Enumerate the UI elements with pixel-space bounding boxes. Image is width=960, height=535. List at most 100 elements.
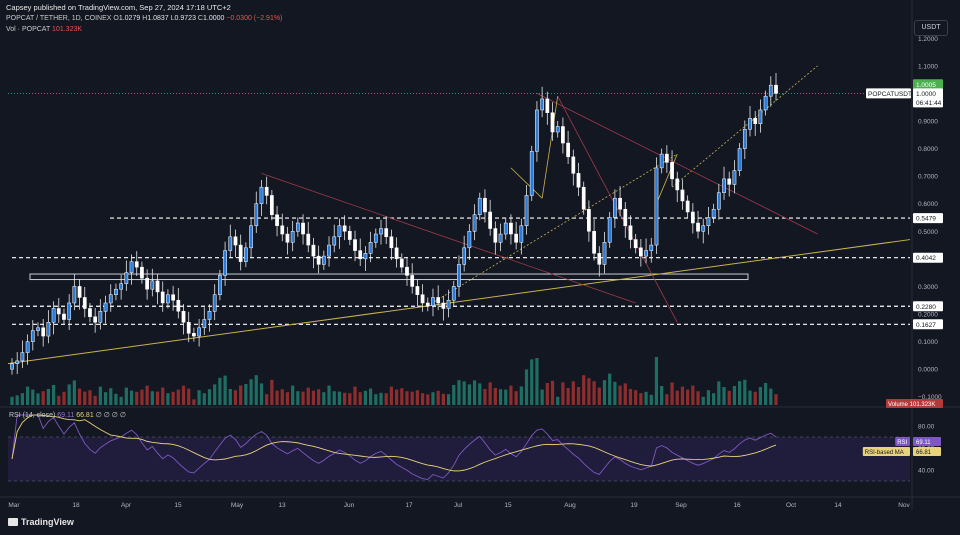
- volume-bar: [550, 380, 555, 405]
- candle-up: [223, 250, 227, 276]
- volume-bar: [197, 390, 201, 405]
- volume-legend[interactable]: Vol · POPCAT 101.323K: [6, 26, 82, 33]
- candle-up: [321, 255, 326, 265]
- volume-bar: [192, 399, 196, 405]
- candle-down: [347, 231, 352, 240]
- long-term-support-trendline: [7, 239, 911, 365]
- candle-down: [389, 236, 394, 249]
- candle-down: [639, 247, 643, 257]
- ohlc-close: 1.0000: [202, 15, 225, 22]
- rsi-label-name: RSI-based MA: [865, 450, 904, 456]
- candle-up: [166, 294, 170, 304]
- volume-bar: [150, 391, 154, 405]
- rsi-legend-label: RSI (14, close): [9, 412, 56, 419]
- candle-up: [451, 286, 456, 301]
- volume-bar: [602, 380, 607, 405]
- candle-up: [716, 192, 721, 210]
- volume-bar: [519, 386, 523, 405]
- tradingview-brand-text: TradingView: [21, 517, 74, 527]
- volume-bar: [25, 386, 30, 405]
- rsi-tick: 40.00: [918, 468, 935, 475]
- symbol-ohlc-line: POPCAT / TETHER, 1D, COINEX O1.0279 H1.0…: [6, 15, 282, 22]
- symbol-title[interactable]: POPCAT / TETHER, 1D, COINEX: [6, 15, 112, 22]
- volume-bar: [628, 389, 633, 405]
- level-price-label: 0.5479: [916, 216, 936, 223]
- candle-down: [727, 178, 732, 185]
- candle-up: [249, 225, 253, 249]
- candle-up: [368, 242, 373, 254]
- volume-bar: [530, 359, 534, 405]
- candle-up: [644, 250, 648, 257]
- candle-down: [384, 228, 389, 238]
- candle-down: [587, 208, 591, 232]
- resistance-trendline: [261, 173, 636, 304]
- candle-down: [77, 286, 82, 298]
- volume-bar: [337, 391, 342, 405]
- candle-down: [623, 208, 628, 227]
- candle-down: [358, 250, 363, 260]
- candle-down: [301, 222, 305, 235]
- candle-up: [259, 186, 264, 204]
- candle-down: [285, 233, 290, 243]
- tradingview-logo-icon: [8, 518, 18, 526]
- candle-up: [207, 311, 212, 320]
- volume-bar: [233, 390, 238, 405]
- candle-down: [311, 244, 316, 257]
- volume-bar: [363, 390, 368, 405]
- volume-bar: [457, 380, 461, 405]
- volume-bar: [649, 394, 653, 405]
- rsi-legend-extra: ∅ ∅ ∅ ∅: [95, 412, 126, 419]
- candle-down: [93, 316, 98, 323]
- volume-axis-label: Volume 101.323K: [888, 402, 935, 408]
- price-tick: 0.5000: [918, 229, 938, 236]
- candle-up: [701, 225, 706, 232]
- tradingview-brand[interactable]: TradingView: [8, 517, 74, 527]
- candle-down: [181, 311, 186, 323]
- volume-bar: [483, 389, 487, 405]
- candle-down: [353, 239, 357, 251]
- rsi-label-value: 69.11: [916, 440, 931, 446]
- candle-down: [316, 255, 321, 265]
- volume-bar: [77, 388, 82, 405]
- volume-bar: [187, 388, 191, 405]
- price-tick: 0.2000: [918, 312, 938, 319]
- countdown-label-bg: [913, 97, 943, 108]
- ohlc-low-label: L: [170, 15, 175, 22]
- time-tick: 15: [174, 502, 182, 509]
- currency-button[interactable]: USDT: [914, 20, 948, 36]
- candle-up: [529, 151, 534, 196]
- volume-bar: [415, 390, 419, 405]
- time-tick: May: [231, 502, 244, 509]
- candle-up: [768, 84, 773, 97]
- volume-bar: [171, 391, 175, 405]
- time-tick: Mar: [8, 502, 20, 509]
- candle-up: [129, 261, 134, 273]
- volume-bar: [161, 387, 165, 405]
- candle-down: [280, 225, 285, 235]
- volume-bar: [57, 395, 61, 405]
- volume-bar: [556, 396, 560, 405]
- rsi-ma-legend-value: 66.81: [76, 412, 94, 419]
- time-tick: 18: [72, 502, 80, 509]
- volume-bar: [41, 391, 45, 405]
- volume-legend-value: 101.323K: [52, 26, 83, 33]
- volume-bar: [244, 384, 248, 405]
- volume-bar: [379, 392, 383, 405]
- level-price-label-bg: [913, 252, 943, 263]
- rsi-legend[interactable]: RSI (14, close) 69.11 66.81 ∅ ∅ ∅ ∅: [9, 411, 126, 419]
- volume-bar: [441, 393, 445, 405]
- candle-up: [327, 244, 331, 257]
- candle-down: [581, 186, 586, 210]
- rsi-label-name-bg: [862, 447, 910, 456]
- candle-down: [685, 200, 690, 213]
- close-price-label: 1.0000: [916, 91, 936, 98]
- candle-up: [124, 272, 129, 284]
- candle-up: [706, 217, 711, 227]
- volume-bar: [446, 394, 451, 405]
- time-tick: Nov: [898, 502, 910, 509]
- ohlc-high: 1.0837: [147, 15, 169, 22]
- candle-down: [186, 322, 191, 334]
- rsi-legend-value: 69.11: [57, 412, 75, 419]
- volume-bar: [670, 382, 674, 405]
